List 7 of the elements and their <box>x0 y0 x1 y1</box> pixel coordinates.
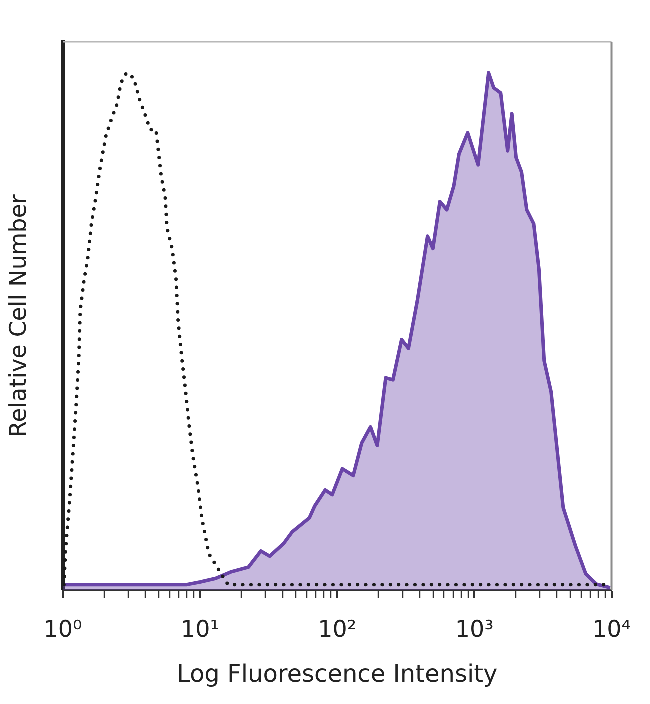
x-axis-title: Log Fluorescence Intensity <box>177 660 498 688</box>
x-tick-label: 10² <box>318 616 357 643</box>
x-tick-label: 10³ <box>455 616 494 643</box>
x-tick-label: 10⁴ <box>592 616 632 643</box>
y-axis-title: Relative Cell Number <box>6 194 32 438</box>
x-tick-label: 10⁰ <box>44 616 82 643</box>
x-tick-label: 10¹ <box>180 616 220 643</box>
